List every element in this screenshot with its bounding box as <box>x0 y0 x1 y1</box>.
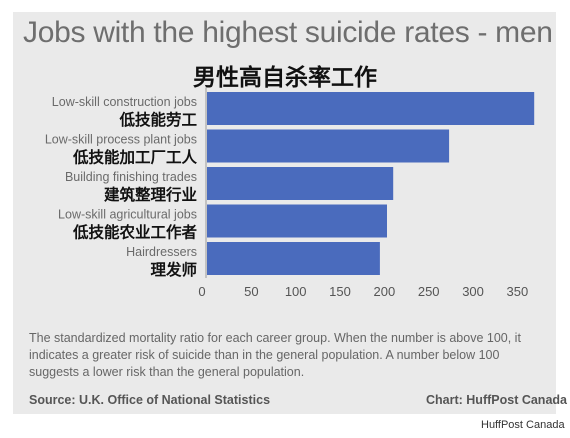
x-tick-label-250: 250 <box>418 284 440 299</box>
category-label-cn-0: 低技能劳工 <box>118 110 197 129</box>
x-tick-label-50: 50 <box>244 284 258 299</box>
watermark: HuffPost Canada <box>481 419 565 431</box>
chart-credit: Chart: HuffPost Canada <box>426 393 567 407</box>
chart-subtitle-chinese: 男性高自杀率工作 <box>193 65 377 91</box>
bar-3 <box>207 204 387 238</box>
category-label-4: Hairdressers <box>126 245 197 259</box>
category-label-0: Low-skill construction jobs <box>52 95 197 109</box>
x-tick-label-0: 0 <box>198 284 205 299</box>
bar-0 <box>207 92 535 125</box>
category-label-1: Low-skill process plant jobs <box>45 133 197 147</box>
bar-2 <box>207 167 394 200</box>
bar-4 <box>207 242 380 275</box>
x-tick-label-300: 300 <box>462 284 484 299</box>
category-label-3: Low-skill agricultural jobs <box>58 208 197 222</box>
chart-source: Source: U.K. Office of National Statisti… <box>29 393 271 407</box>
category-label-2: Building finishing trades <box>65 170 197 184</box>
bar-1 <box>207 129 450 163</box>
x-tick-label-150: 150 <box>329 284 351 299</box>
chart-note: The standardized mortality ratio for eac… <box>29 331 521 379</box>
category-label-cn-1: 低技能加工厂工人 <box>72 148 198 167</box>
x-tick-label-100: 100 <box>285 284 307 299</box>
category-label-cn-3: 低技能农业工作者 <box>72 223 197 242</box>
chart-title: Jobs with the highest suicide rates - me… <box>23 16 553 49</box>
x-tick-label-350: 350 <box>507 284 529 299</box>
category-label-cn-4: 理发师 <box>150 260 197 279</box>
category-label-cn-2: 建筑整理行业 <box>104 185 197 204</box>
x-tick-label-200: 200 <box>374 284 396 299</box>
